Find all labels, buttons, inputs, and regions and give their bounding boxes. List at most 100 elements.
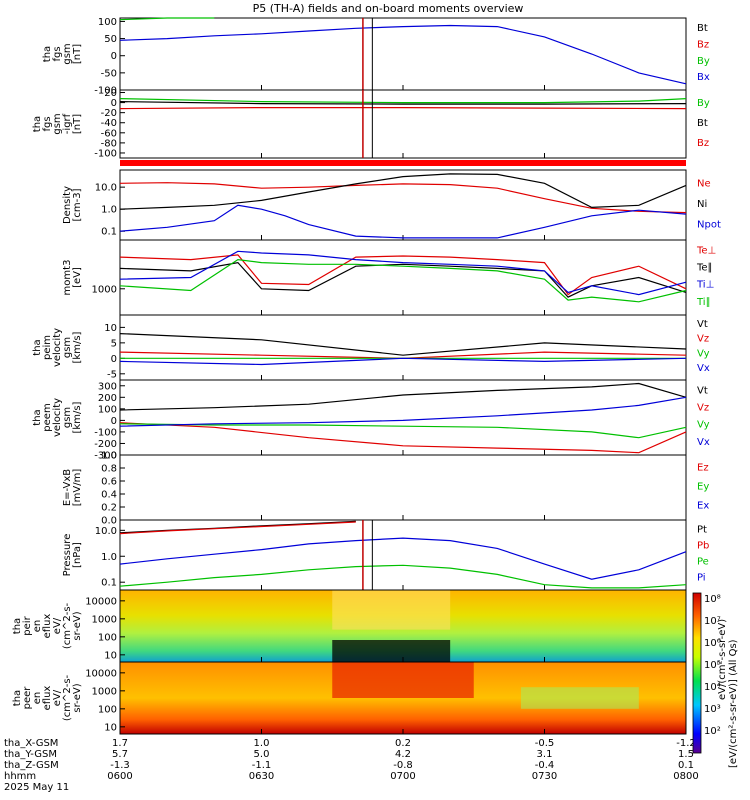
y-tick-label: 0 bbox=[111, 51, 117, 62]
ephemeris-row-label: tha_X-GSM bbox=[4, 738, 58, 749]
y-tick-label: 50 bbox=[104, 34, 117, 45]
ephemeris-value: 1.7 bbox=[112, 738, 128, 749]
y-tick-label: -300 bbox=[94, 451, 117, 462]
y-axis-label: en bbox=[32, 620, 43, 633]
legend-entry: Bz bbox=[697, 39, 709, 50]
y-tick-label: -100 bbox=[94, 427, 117, 438]
y-axis-label: (cm^2-s- bbox=[62, 602, 73, 649]
y-tick-label: 0.2 bbox=[101, 503, 117, 514]
series-Ne bbox=[119, 182, 687, 214]
legend-entry: Pt bbox=[697, 525, 707, 536]
y-tick-label: -40 bbox=[101, 118, 117, 129]
y-tick-label: -100 bbox=[94, 86, 117, 97]
y-axis-label: tha bbox=[32, 116, 43, 132]
y-axis-label: velocity bbox=[52, 398, 63, 437]
y-axis-label: tha bbox=[42, 46, 53, 62]
ephemeris-value: 4.2 bbox=[395, 749, 411, 760]
y-axis-label: peir bbox=[22, 615, 33, 635]
series-Vx bbox=[119, 357, 687, 366]
y-axis-label: Density bbox=[62, 186, 73, 224]
series-Pi bbox=[119, 537, 687, 580]
y-tick-label: 10000 bbox=[85, 596, 117, 607]
series-Npot bbox=[119, 204, 687, 239]
y-axis-label: [cm-3] bbox=[72, 188, 83, 221]
ephemeris-value: -0.8 bbox=[393, 760, 413, 771]
y-axis-label: tha bbox=[32, 409, 43, 425]
y-axis-label: eflux bbox=[42, 686, 53, 711]
y-tick-label: 0.4 bbox=[101, 490, 117, 501]
legend-entry: Vz bbox=[697, 334, 709, 345]
y-tick-label: -20 bbox=[101, 108, 117, 119]
spectrogram-band bbox=[332, 590, 451, 630]
y-axis-label: [nPa] bbox=[72, 542, 83, 568]
series-By bbox=[119, 17, 215, 21]
y-tick-label: 0.8 bbox=[101, 464, 117, 475]
spectrogram-band bbox=[520, 687, 639, 709]
panel-frame bbox=[119, 314, 687, 381]
series-Te∥ bbox=[119, 261, 687, 298]
panel-peim-velocity: 10 5 0 -5 tha peim velocity gsm [km/s] Vt Vz Vy Vx bbox=[32, 314, 710, 381]
y-axis-label: eV/ bbox=[52, 689, 63, 706]
y-tick-label: 0.1 bbox=[101, 578, 117, 589]
ephemeris-value: -1.3 bbox=[110, 760, 130, 771]
y-tick-label: 200 bbox=[98, 393, 117, 404]
legend-entry: Ex bbox=[697, 501, 709, 512]
y-axis-label: peim bbox=[42, 335, 53, 360]
y-axis-label: -igrf bbox=[62, 113, 73, 134]
panel-efield: 1.0 0.8 0.6 0.4 0.2 0.0 E=-VxB [mV/m] Ez Ey Ex bbox=[62, 451, 709, 527]
y-tick-label: 0 bbox=[111, 354, 117, 365]
spectrogram-dropout bbox=[332, 640, 451, 662]
series-Ti⊥ bbox=[119, 250, 687, 296]
ephemeris-value: -1.1 bbox=[252, 760, 272, 771]
series-Bx bbox=[119, 24, 687, 85]
y-tick-label: 1000 bbox=[92, 614, 117, 625]
series-Ti∥ bbox=[119, 258, 687, 303]
legend-entry: Ne bbox=[697, 178, 711, 189]
ephemeris-value: 0600 bbox=[107, 771, 132, 782]
ephemeris-row-label: hhmm bbox=[4, 771, 36, 782]
legend-entry: By bbox=[697, 56, 710, 67]
y-tick-label: 0 bbox=[111, 416, 117, 427]
y-axis-label: [nT] bbox=[72, 44, 83, 64]
legend-entry: Pe bbox=[697, 557, 709, 568]
panel-frame bbox=[119, 454, 687, 521]
legend-entry: Vt bbox=[697, 319, 708, 330]
ephemeris-value: -0.5 bbox=[535, 738, 555, 749]
y-tick-label: 100 bbox=[98, 17, 117, 28]
y-tick-label: 1.0 bbox=[101, 205, 117, 216]
y-axis-label: eflux bbox=[42, 614, 53, 639]
y-axis-label: gsm bbox=[62, 43, 73, 64]
y-tick-label: 10 bbox=[104, 650, 117, 661]
y-axis-label: fgs bbox=[42, 116, 53, 131]
colorbar-tick-label: 10³ bbox=[704, 704, 721, 715]
y-axis-label: sr-eV) bbox=[72, 683, 83, 712]
legend-entry: Vt bbox=[697, 386, 708, 397]
y-tick-label: 10.0 bbox=[95, 526, 117, 537]
y-tick-label: 10.0 bbox=[95, 183, 117, 194]
date-label: 2025 May 11 bbox=[4, 782, 69, 793]
figure-title: P5 (TH-A) fields and on-board moments ov… bbox=[253, 2, 524, 15]
ephemeris-value: -0.4 bbox=[535, 760, 555, 771]
y-axis-label: [km/s] bbox=[72, 331, 83, 363]
colorbar-tick-label: 10⁵ bbox=[704, 660, 721, 671]
y-tick-label: 100 bbox=[98, 632, 117, 643]
colorbar-ticks: 10⁸ 10⁷ 10⁶ 10⁵ 10⁴ 10³ 10² bbox=[704, 594, 721, 737]
series-Vx bbox=[119, 396, 687, 427]
panel-pressure: 10.0 1.0 0.1 Pressure [nPa] Pt Pb Pe Pi bbox=[62, 519, 709, 591]
y-tick-label: 0 bbox=[111, 98, 117, 109]
series-Bz bbox=[119, 106, 687, 110]
y-tick-label: 20 bbox=[104, 88, 117, 99]
y-tick-label: 300 bbox=[98, 381, 117, 392]
legend-entry: Vy bbox=[697, 348, 710, 359]
y-axis-label: velocity bbox=[52, 328, 63, 367]
ephemeris-value: 3.1 bbox=[537, 749, 553, 760]
y-tick-label: 100 bbox=[98, 704, 117, 715]
legend-entry: Bz bbox=[697, 138, 709, 149]
y-tick-label: 10 bbox=[104, 323, 117, 334]
legend-entry: Vx bbox=[697, 363, 710, 374]
